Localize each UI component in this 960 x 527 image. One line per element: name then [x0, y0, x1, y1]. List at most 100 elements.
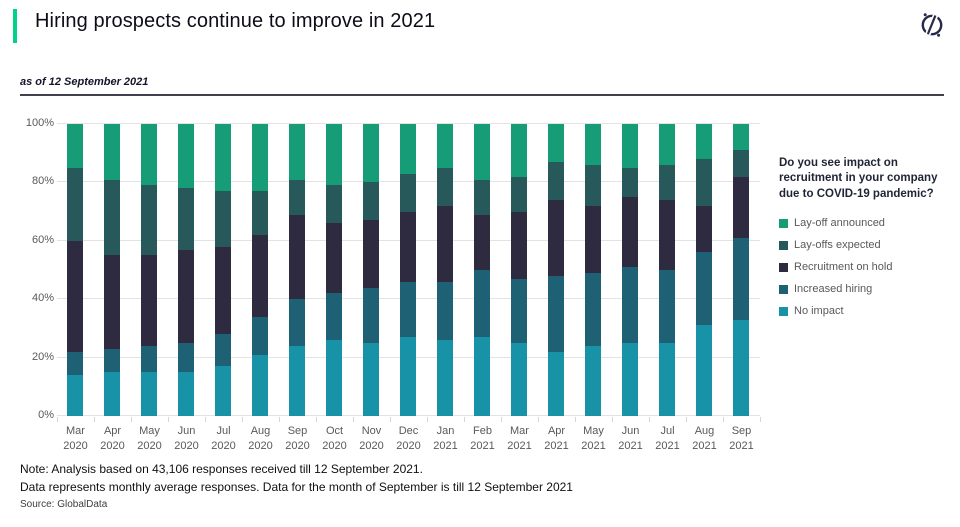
legend-label: Lay-off announced [794, 216, 885, 229]
segment-lay-offs-expected [252, 191, 268, 235]
segment-lay-offs-expected [474, 179, 490, 215]
x-axis-tick [353, 417, 354, 422]
stacked-bar-jan-2021 [437, 124, 453, 416]
plot-area [57, 123, 761, 422]
title-accent-bar [13, 9, 17, 43]
stacked-bar-sep-2021 [733, 124, 749, 416]
segment-no-impact [474, 337, 490, 416]
globaldata-logo-icon [917, 10, 947, 40]
x-axis-label-mar-2020: Mar 2020 [63, 425, 88, 452]
segment-lay-offs-expected [363, 182, 379, 221]
x-axis-label-jan-2021: Jan 2021 [433, 425, 458, 452]
segment-no-impact [178, 372, 194, 416]
x-axis-label-jun-2021: Jun 2021 [618, 425, 643, 452]
segment-no-impact [67, 375, 83, 416]
x-axis-tick [538, 417, 539, 422]
x-axis-label-may-2020: May 2020 [137, 425, 162, 452]
x-axis-label-aug-2020: Aug 2020 [248, 425, 273, 452]
segment-lay-offs-expected [326, 185, 342, 224]
x-axis-label-oct-2020: Oct 2020 [322, 425, 347, 452]
x-axis-tick [131, 417, 132, 422]
segment-lay-offs-expected [548, 162, 564, 200]
legend-item-increased-hiring: Increased hiring [779, 283, 951, 295]
segment-lay-offs-expected [67, 167, 83, 241]
y-tick-label: 20% [31, 350, 54, 363]
segment-recruitment-on-hold [733, 176, 749, 238]
segment-no-impact [548, 351, 564, 416]
y-tick-label: 100% [25, 117, 54, 129]
segment-increased-hiring [289, 299, 305, 346]
x-axis-tick [760, 417, 761, 422]
x-axis-label-aug-2021: Aug 2021 [692, 425, 717, 452]
segment-recruitment-on-hold [326, 223, 342, 294]
bar-column-jul-2020 [205, 124, 242, 416]
segment-increased-hiring [733, 237, 749, 320]
segment-increased-hiring [400, 281, 416, 338]
bar-column-jun-2021 [612, 124, 649, 416]
segment-lay-offs-expected [696, 159, 712, 206]
note-line-1: Note: Analysis based on 43,106 responses… [20, 462, 423, 476]
x-axis-tick [242, 417, 243, 422]
x-axis-tick [575, 417, 576, 422]
bar-column-jul-2021 [649, 124, 686, 416]
segment-no-impact [585, 345, 601, 416]
x-axis-tick [57, 417, 58, 422]
segment-recruitment-on-hold [659, 199, 675, 270]
legend-label: No impact [794, 304, 844, 317]
page-title: Hiring prospects continue to improve in … [35, 10, 436, 32]
legend-title: Do you see impact on recruitment in your… [779, 157, 938, 200]
segment-lay-off-announced [585, 124, 601, 165]
x-axis-label-feb-2021: Feb 2021 [470, 425, 495, 452]
segment-no-impact [511, 343, 527, 416]
y-tick-label: 80% [31, 175, 54, 188]
x-axis-tick [390, 417, 391, 422]
segment-increased-hiring [326, 293, 342, 341]
y-tick-label: 0% [38, 409, 54, 421]
x-axis-label-jul-2021: Jul 2021 [655, 425, 680, 452]
segment-no-impact [659, 343, 675, 416]
stacked-bar-jul-2020 [215, 124, 231, 416]
segment-lay-offs-expected [511, 176, 527, 212]
segment-lay-off-announced [178, 124, 194, 189]
bar-column-aug-2021 [686, 124, 723, 416]
segment-increased-hiring [215, 334, 231, 367]
segment-no-impact [104, 372, 120, 416]
x-axis-label-dec-2020: Dec 2020 [396, 425, 421, 452]
bar-column-aug-2020 [242, 124, 279, 416]
x-axis-tick [464, 417, 465, 422]
stacked-bar-feb-2021 [474, 124, 490, 416]
segment-lay-offs-expected [585, 164, 601, 206]
x-axis-tick [686, 417, 687, 422]
segment-increased-hiring [622, 267, 638, 343]
stacked-bar-may-2020 [141, 124, 157, 416]
segment-lay-off-announced [511, 124, 527, 177]
bar-column-apr-2021 [538, 124, 575, 416]
segment-increased-hiring [474, 270, 490, 338]
segment-no-impact [622, 343, 638, 416]
chart-legend: Do you see impact on recruitment in your… [779, 156, 951, 327]
segment-recruitment-on-hold [67, 240, 83, 352]
stacked-bar-jul-2021 [659, 124, 675, 416]
segment-no-impact [215, 366, 231, 416]
segment-lay-off-announced [474, 124, 490, 180]
segment-lay-offs-expected [215, 191, 231, 247]
stacked-bar-jun-2021 [622, 124, 638, 416]
as-of-date: as of 12 September 2021 [20, 76, 149, 88]
x-axis-tick [94, 417, 95, 422]
x-axis-tick [612, 417, 613, 422]
x-axis-tick [501, 417, 502, 422]
segment-recruitment-on-hold [474, 214, 490, 271]
segment-recruitment-on-hold [141, 255, 157, 346]
stacked-bar-apr-2021 [548, 124, 564, 416]
segment-increased-hiring [511, 278, 527, 343]
stacked-bar-may-2021 [585, 124, 601, 416]
segment-no-impact [252, 354, 268, 416]
stacked-bar-aug-2021 [696, 124, 712, 416]
segment-recruitment-on-hold [363, 220, 379, 288]
x-axis-tick [205, 417, 206, 422]
segment-lay-off-announced [141, 124, 157, 186]
legend-item-recruitment-on-hold: Recruitment on hold [779, 261, 951, 273]
gridline-100% [57, 123, 760, 124]
legend-label: Increased hiring [794, 282, 873, 295]
segment-lay-off-announced [622, 124, 638, 168]
